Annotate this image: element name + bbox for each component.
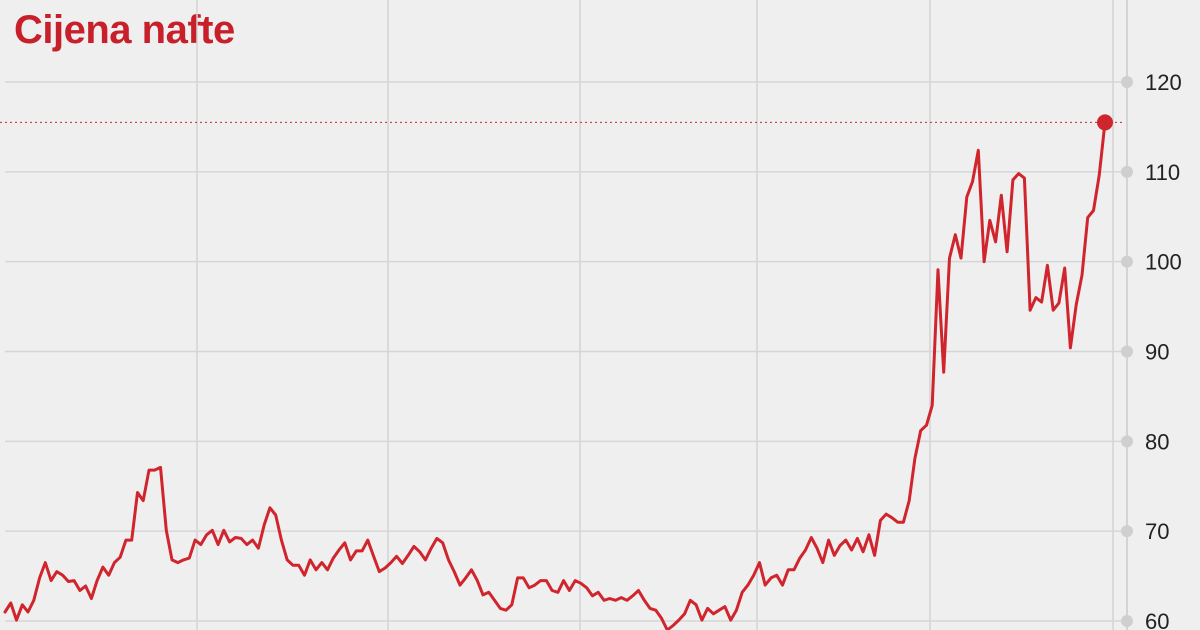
grid (5, 0, 1127, 630)
tick-dot (1121, 255, 1133, 268)
y-axis: 60 70 80 90 100 110 120 (1121, 0, 1182, 630)
last-price-marker (1097, 114, 1113, 131)
tick-dot (1121, 345, 1133, 358)
tick-dot (1121, 615, 1133, 627)
chart-title: Cijena nafte (14, 8, 235, 52)
tick-dot (1121, 435, 1133, 448)
y-tick-label: 100 (1145, 250, 1182, 275)
plot-area (3, 114, 1113, 630)
tick-dot (1121, 165, 1133, 178)
y-tick-label: 70 (1145, 519, 1169, 544)
y-tick-label: 60 (1145, 609, 1169, 630)
price-line (3, 120, 1107, 630)
y-tick-label: 90 (1145, 340, 1169, 365)
tick-dot (1121, 525, 1133, 538)
y-tick-label: 120 (1145, 70, 1182, 95)
y-tick-label: 110 (1145, 160, 1180, 185)
y-tick-label: 80 (1145, 429, 1169, 454)
tick-dot (1121, 76, 1133, 88)
